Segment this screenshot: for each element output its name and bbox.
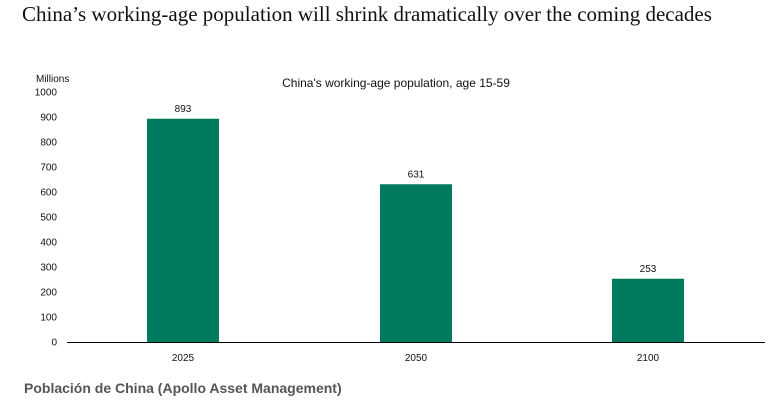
y-tick-label: 900 (40, 113, 57, 124)
bar-data-labels: 893 631 253 (175, 104, 657, 275)
x-tick-label: 2025 (172, 353, 195, 364)
image-caption: Población de China (Apollo Asset Managem… (24, 380, 342, 396)
y-tick-label: 100 (40, 313, 57, 324)
y-tick-label: 500 (40, 213, 57, 224)
bar-value-label: 253 (640, 264, 657, 275)
y-tick-label: 600 (40, 188, 57, 199)
y-tick-label: 1000 (35, 88, 58, 99)
bar-2100 (612, 278, 684, 342)
y-axis-label: Millions (36, 74, 69, 85)
y-tick-label: 300 (40, 263, 57, 274)
x-tick-label: 2100 (637, 353, 660, 364)
y-tick-label: 200 (40, 288, 57, 299)
y-tick-label: 700 (40, 163, 57, 174)
bar-2025 (147, 118, 219, 342)
x-tick-label: 2050 (405, 353, 428, 364)
x-axis-ticks: 2025 2050 2100 (172, 353, 660, 364)
y-axis-ticks: 0 100 200 300 400 500 600 700 800 900 1000 (35, 88, 58, 349)
y-tick-label: 400 (40, 238, 57, 249)
bar-value-label: 631 (408, 169, 425, 180)
y-tick-label: 800 (40, 138, 57, 149)
bar-value-label: 893 (175, 104, 192, 115)
bars-group (147, 118, 684, 342)
bar-chart: China's working-age population, age 15-5… (35, 74, 765, 364)
bar-2050 (380, 184, 452, 342)
y-tick-label: 0 (51, 338, 57, 349)
page-headline: China’s working-age population will shri… (22, 2, 712, 26)
chart-title: China's working-age population, age 15-5… (282, 76, 510, 90)
